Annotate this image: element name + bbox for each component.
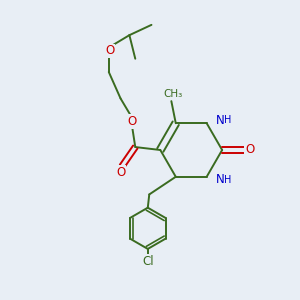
Text: H: H bbox=[224, 115, 232, 125]
Text: N: N bbox=[216, 114, 224, 127]
Text: Cl: Cl bbox=[142, 255, 154, 268]
Text: O: O bbox=[245, 143, 254, 157]
Text: O: O bbox=[128, 115, 137, 128]
Text: N: N bbox=[216, 173, 224, 186]
Text: H: H bbox=[224, 175, 232, 185]
Text: CH₃: CH₃ bbox=[163, 89, 182, 99]
Text: O: O bbox=[116, 166, 125, 178]
Text: O: O bbox=[106, 44, 115, 57]
